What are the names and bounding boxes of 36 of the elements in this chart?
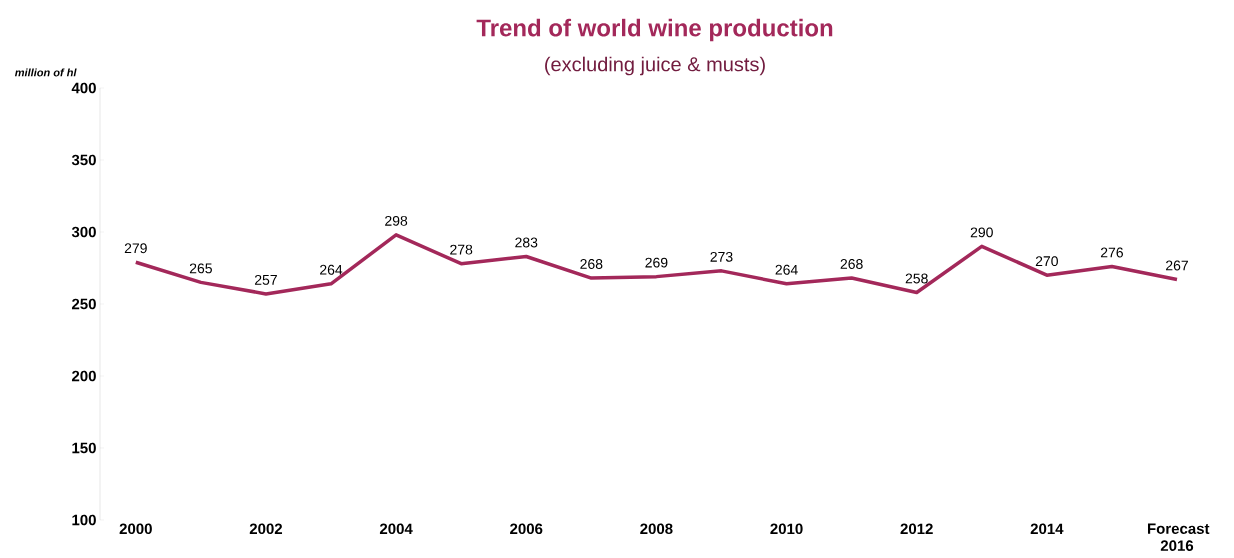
data-label: 269 <box>645 257 668 268</box>
data-label: 264 <box>775 264 798 275</box>
y-tick-label: 350 <box>71 154 96 166</box>
x-tick-label: 2000 <box>119 523 152 535</box>
data-label: 298 <box>385 215 408 226</box>
data-label: 264 <box>320 264 343 275</box>
data-label: 268 <box>580 259 603 269</box>
x-tick-label: 2004 <box>379 523 413 535</box>
y-tick-label: 100 <box>72 514 96 526</box>
y-tick-label: 300 <box>71 226 96 238</box>
chart-subtitle: (excluding juice & musts) <box>545 56 765 76</box>
x-tick-label: 2014 <box>1030 523 1064 535</box>
data-label: 279 <box>124 243 147 254</box>
x-tick-label: 2008 <box>640 523 673 535</box>
x-tick-label: 2002 <box>249 523 283 535</box>
data-label: 268 <box>840 259 863 269</box>
data-label: 276 <box>1100 247 1123 258</box>
y-tick-label: 400 <box>71 82 96 94</box>
y-tick-label: 200 <box>71 370 96 382</box>
x-tick-label: 2006 <box>510 523 543 535</box>
y-tick-label: 250 <box>71 298 96 310</box>
y-tick-label: 150 <box>72 442 96 454</box>
data-label: 267 <box>1166 260 1188 271</box>
chart-title: Trend of world wine production <box>476 18 833 42</box>
x-tick-label: Forecast 2016 <box>1147 523 1210 551</box>
data-label: 257 <box>254 274 277 285</box>
data-label: 258 <box>905 273 928 284</box>
data-label: 273 <box>710 251 733 262</box>
x-tick-label: 2012 <box>900 523 933 535</box>
y-axis-title: million of hl <box>14 68 77 77</box>
data-label: 270 <box>1035 256 1058 267</box>
data-label: 278 <box>450 244 473 255</box>
data-label: 290 <box>970 227 993 238</box>
x-tick-label: 2010 <box>770 523 803 535</box>
data-label: 265 <box>189 263 212 274</box>
data-label: 283 <box>515 237 538 248</box>
